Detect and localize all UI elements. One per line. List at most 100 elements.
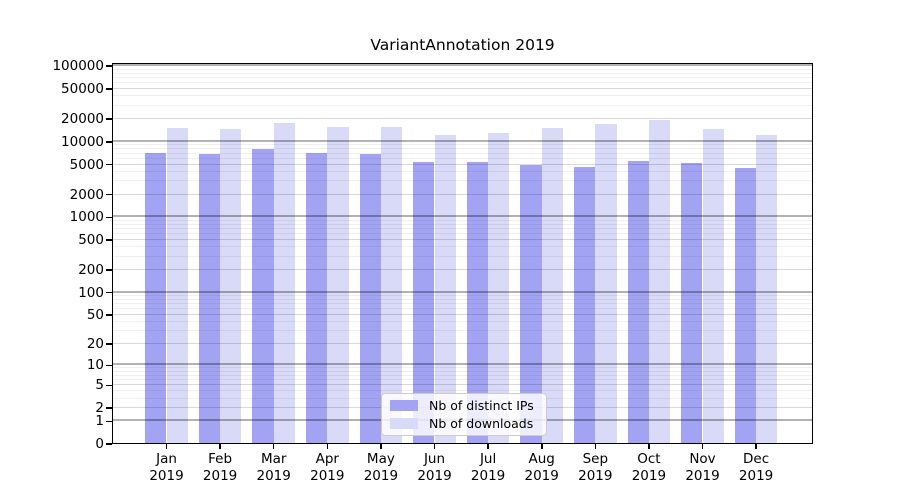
x-tick-label-aug: Aug 2019: [524, 451, 559, 484]
chart-title: VariantAnnotation 2019: [370, 36, 555, 54]
y-tick-mark-20000: [106, 118, 112, 120]
x-tick-label-dec: Dec 2019: [738, 451, 774, 484]
x-tick-label-jul: Jul 2019: [470, 451, 506, 484]
legend-label-distinct-ips: Nb of distinct IPs: [429, 398, 534, 413]
y-tick-label-50000: 50000: [61, 80, 104, 97]
bar-downloads-sep: [595, 124, 617, 444]
y-tick-label-2000: 2000: [69, 186, 104, 203]
bar-downloads-mar: [273, 123, 296, 444]
bar-downloads-feb: [220, 129, 242, 444]
bar-downloads-jan: [166, 128, 188, 444]
y-tick-mark-50: [106, 314, 112, 316]
y-tick-mark-200: [106, 269, 112, 271]
y-tick-mark-50000: [106, 88, 112, 90]
gridline-90000: [112, 68, 813, 70]
y-tick-label-10000: 10000: [61, 133, 104, 150]
y-tick-mark-5000: [106, 163, 112, 166]
y-tick-mark-20: [106, 343, 112, 345]
gridline-70000: [112, 76, 813, 78]
y-tick-label-5000: 5000: [69, 156, 104, 173]
x-tick-label-mar: Mar 2019: [256, 451, 291, 484]
bar-distinct-ips-dec: [734, 168, 757, 444]
x-tick-mark-apr: [326, 444, 329, 449]
bar-distinct-ips-sep: [573, 166, 596, 444]
x-tick-label-oct: Oct 2019: [631, 451, 667, 484]
x-tick-label-jun: Jun 2019: [417, 451, 452, 484]
bar-distinct-ips-mar: [252, 148, 274, 444]
x-tick-label-jan: Jan 2019: [149, 451, 184, 484]
gridline-60000: [112, 82, 813, 83]
y-tick-mark-5: [106, 384, 112, 386]
y-tick-mark-0: [106, 443, 112, 445]
y-tick-mark-10: [106, 364, 112, 367]
y-tick-mark-2000: [106, 193, 112, 196]
x-tick-mark-jun: [433, 444, 436, 449]
bar-distinct-ips-may: [359, 154, 381, 444]
bar-distinct-ips-nov: [681, 162, 703, 444]
x-tick-mark-feb: [219, 444, 221, 449]
y-tick-label-20000: 20000: [61, 111, 104, 127]
gridline-50000: [112, 87, 813, 89]
x-tick-mark-nov: [701, 444, 704, 449]
y-tick-mark-100: [106, 291, 112, 294]
gridline-80000: [112, 72, 813, 74]
bar-downloads-apr: [327, 126, 349, 444]
bar-distinct-ips-jun: [413, 162, 435, 444]
bar-distinct-ips-aug: [520, 164, 542, 444]
y-tick-label-200: 200: [78, 262, 104, 278]
y-tick-mark-1: [106, 420, 112, 422]
y-tick-mark-10000: [106, 141, 112, 143]
y-tick-mark-1000: [106, 216, 112, 218]
bar-downloads-may: [380, 127, 403, 444]
bar-distinct-ips-apr: [305, 152, 328, 444]
y-tick-label-5: 5: [95, 377, 104, 394]
x-tick-mark-mar: [272, 444, 275, 449]
legend-row-downloads: Nb of downloads: [390, 416, 538, 431]
y-tick-label-500: 500: [78, 232, 104, 248]
x-tick-label-feb: Feb 2019: [202, 451, 238, 484]
y-tick-label-20: 20: [86, 336, 104, 353]
y-tick-label-50: 50: [86, 307, 104, 323]
legend-swatch-downloads: [390, 418, 418, 429]
bar-downloads-jul: [488, 133, 510, 444]
gridline-100000: [112, 64, 813, 67]
y-tick-mark-500: [106, 239, 112, 241]
y-tick-mark-2: [106, 407, 112, 409]
y-tick-label-10: 10: [86, 357, 104, 374]
x-tick-mark-oct: [648, 444, 650, 449]
gridline-30000: [112, 104, 813, 106]
y-tick-label-2: 2: [95, 399, 104, 416]
bar-downloads-aug: [541, 127, 564, 444]
x-tick-label-nov: Nov 2019: [685, 451, 720, 484]
gridline-40000: [112, 95, 813, 97]
x-tick-mark-jul: [487, 444, 489, 449]
bar-downloads-dec: [756, 135, 778, 444]
x-tick-mark-aug: [541, 444, 543, 449]
legend-swatch-distinct-ips: [390, 400, 418, 411]
bar-downloads-jun: [434, 135, 456, 444]
x-tick-mark-dec: [755, 444, 757, 449]
legend: Nb of distinct IPs Nb of downloads: [381, 393, 547, 436]
bar-distinct-ips-jan: [145, 152, 167, 444]
x-tick-label-apr: Apr 2019: [310, 451, 345, 484]
plot-area: [112, 63, 813, 444]
x-tick-mark-jan: [165, 444, 168, 449]
y-tick-label-100: 100: [78, 284, 104, 301]
legend-row-distinct-ips: Nb of distinct IPs: [390, 398, 538, 413]
legend-label-downloads: Nb of downloads: [429, 416, 534, 431]
bar-distinct-ips-feb: [198, 153, 221, 444]
bar-downloads-oct: [648, 119, 671, 444]
gridline-20000: [112, 118, 813, 119]
x-tick-mark-may: [380, 444, 382, 449]
y-tick-label-1000: 1000: [69, 209, 104, 226]
x-tick-mark-sep: [594, 444, 596, 449]
y-tick-label-0: 0: [95, 436, 104, 452]
y-tick-label-100000: 100000: [52, 58, 104, 75]
y-tick-label-1: 1: [95, 413, 104, 430]
bar-distinct-ips-jul: [466, 162, 489, 444]
bar-downloads-nov: [702, 128, 724, 444]
y-tick-mark-100000: [106, 65, 112, 67]
bar-distinct-ips-oct: [627, 160, 649, 444]
x-tick-label-may: May 2019: [363, 451, 399, 484]
